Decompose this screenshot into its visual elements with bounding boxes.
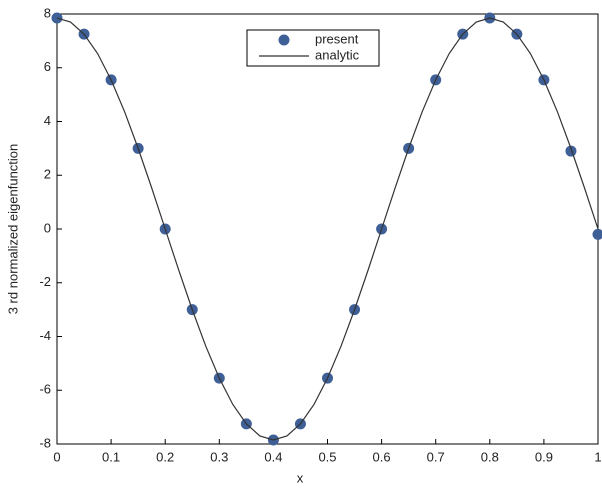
y-tick-label: 6 [44, 59, 51, 74]
legend-box [247, 30, 379, 66]
y-axis-label: 3 rd normalized eigenfunction [5, 144, 20, 315]
y-tick-label: -8 [39, 435, 51, 450]
y-tick-label: -6 [39, 382, 51, 397]
x-tick-label: 0.5 [318, 449, 336, 464]
x-tick-label: 0.1 [102, 449, 120, 464]
y-tick-label: -4 [39, 328, 51, 343]
y-tick-label: 8 [44, 5, 51, 20]
x-tick-label: 0 [53, 449, 60, 464]
x-tick-label: 0.9 [535, 449, 553, 464]
legend-label: analytic [315, 47, 360, 62]
y-tick-label: 4 [44, 113, 51, 128]
y-tick-label: 0 [44, 220, 51, 235]
x-tick-label: 0.8 [481, 449, 499, 464]
x-tick-label: 1 [594, 449, 601, 464]
x-tick-label: 0.3 [210, 449, 228, 464]
legend-label: present [315, 31, 359, 46]
legend-swatch [279, 35, 290, 46]
page: x 3 rd normalized eigenfunction -8 -6 -4 -2… [0, 0, 602, 489]
x-tick-label: 0.4 [264, 449, 282, 464]
x-axis-label: x [297, 470, 304, 485]
background [0, 0, 602, 489]
chart: x 3 rd normalized eigenfunction -8 -6 -4 -2… [0, 0, 602, 489]
y-tick-label: 2 [44, 167, 51, 182]
y-tick-label: -2 [39, 274, 51, 289]
x-tick-label: 0.6 [373, 449, 391, 464]
x-tick-label: 0.2 [156, 449, 174, 464]
x-tick-label: 0.7 [427, 449, 445, 464]
